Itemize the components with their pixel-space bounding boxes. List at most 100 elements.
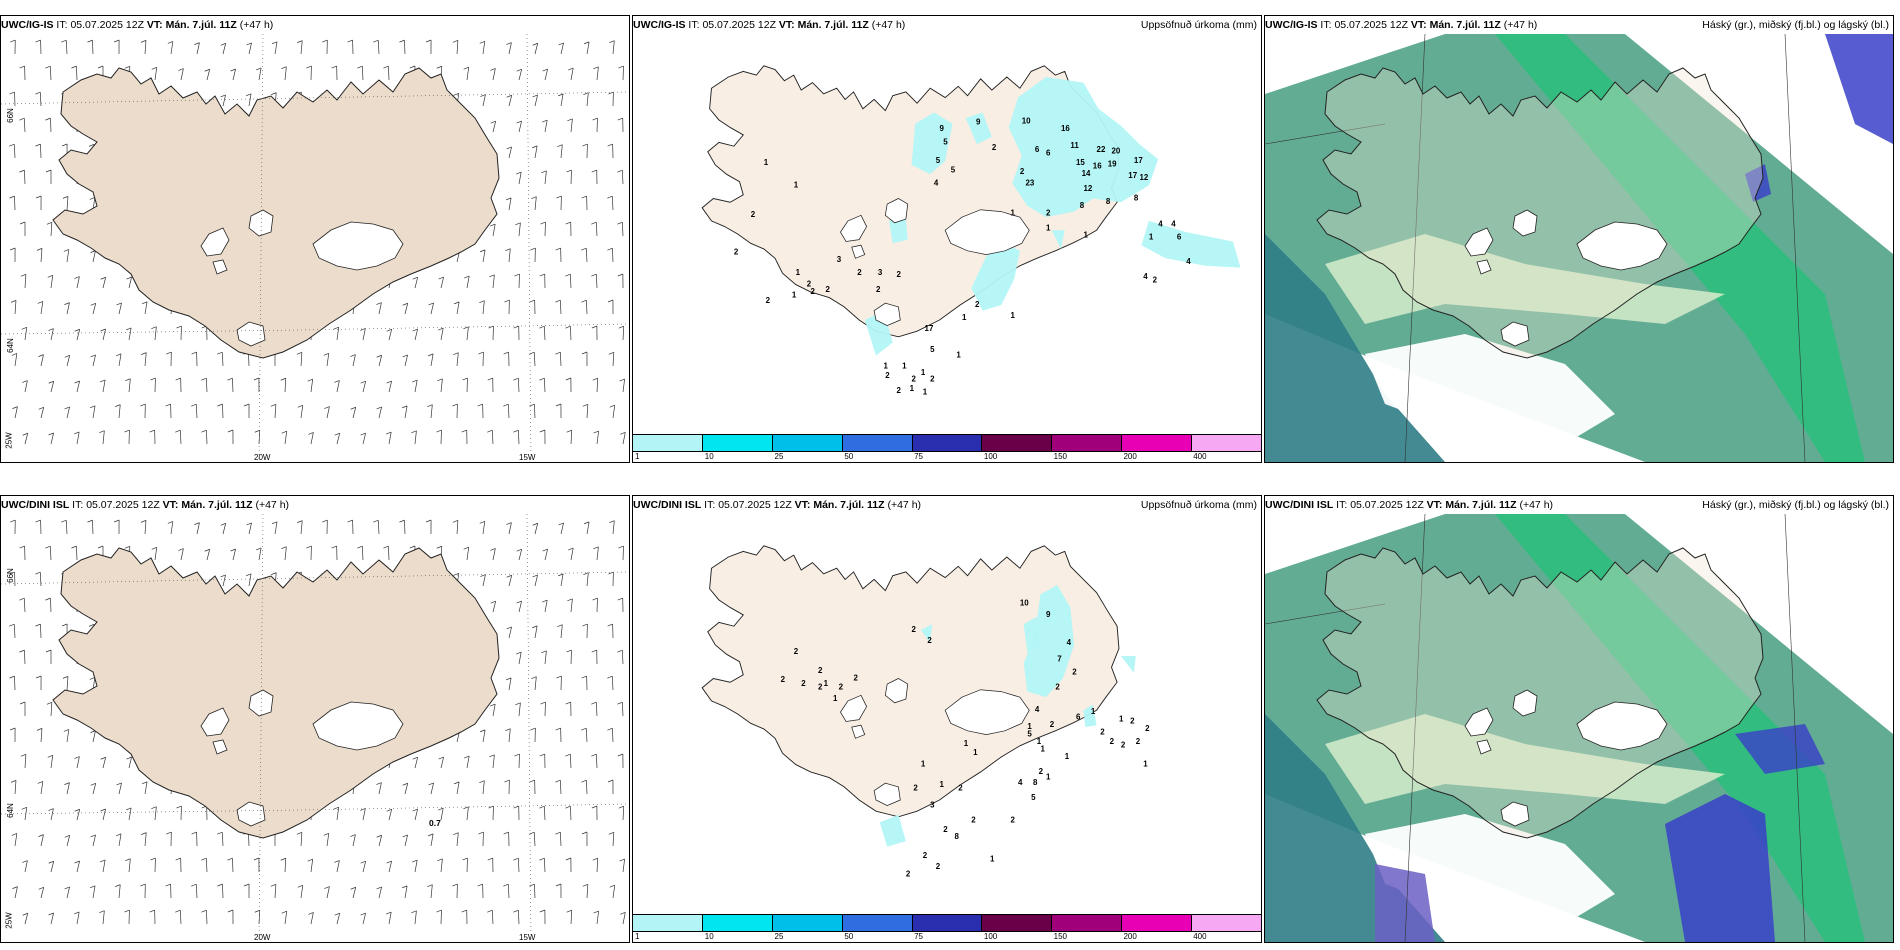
wind-barb-feather [246, 42, 252, 46]
wind-barb [154, 806, 157, 821]
wind-barb-feather [36, 248, 43, 251]
wind-barb [352, 887, 357, 899]
wind-barb-feather [360, 328, 366, 331]
precip-value: 2 [943, 825, 948, 834]
parallel-64n [1, 803, 629, 815]
wind-barb-feather [227, 909, 234, 913]
wind-barb [284, 66, 287, 81]
precip-value: 19 [1108, 160, 1117, 169]
glacier-3 [1500, 321, 1530, 347]
wind-barb [560, 352, 562, 367]
wind-barb-feather [140, 883, 146, 887]
wind-barb [482, 300, 485, 315]
wind-barb [66, 406, 70, 419]
wind-barb-feather [350, 406, 356, 410]
wind-barb-feather [45, 649, 52, 653]
wind-barb [622, 222, 624, 237]
wind-barb-feather [99, 910, 105, 914]
precip-value: 12 [1083, 184, 1092, 193]
wind-barb-feather [581, 299, 587, 303]
wind-barb [430, 782, 434, 795]
wind-barb-feather [100, 756, 106, 760]
precip-title: Uppsöfnuð úrkoma (mm) [1140, 19, 1257, 31]
wind-barb-feather [453, 572, 459, 576]
wind-barb [362, 381, 367, 393]
wind-barb-feather [74, 808, 80, 812]
legend-tick: 10 [704, 452, 714, 461]
wind-barb [596, 911, 599, 925]
grid-line [1265, 123, 1386, 145]
wind-barb [534, 94, 538, 107]
precip-value: 1 [792, 291, 797, 300]
wind-barb-feather [464, 755, 470, 759]
wind-barb-feather [334, 432, 340, 436]
wind-barb-feather [167, 521, 173, 524]
wind-barb-feather [592, 377, 598, 381]
wind-barb-feather [281, 66, 287, 70]
wind-barb-feather [453, 301, 460, 305]
wind-barb-feather [191, 831, 197, 835]
wind-barb [544, 548, 548, 561]
wind-barb-feather [48, 380, 54, 384]
wind-barb-feather [386, 431, 392, 435]
wind-barb-feather [270, 884, 277, 887]
wind-barb-feather [297, 404, 303, 408]
wind-barb [300, 520, 303, 535]
wind-barb [248, 42, 252, 55]
wind-barb-feather [516, 68, 522, 72]
wind-barb-feather [61, 143, 68, 147]
wind-barb-feather [411, 430, 417, 434]
precip-value: 2 [923, 851, 928, 860]
glacier-3 [1500, 801, 1530, 827]
wind-barb-feather [401, 885, 408, 889]
wind-barb-feather [331, 65, 337, 69]
legend-tick: 1 [635, 452, 640, 461]
wind-barb [456, 40, 459, 55]
glaciers [200, 209, 404, 347]
wind-barb-feather [556, 195, 562, 199]
precip-value: 2 [876, 285, 881, 294]
wind-barb-feather [48, 912, 54, 916]
wind-barb [336, 327, 340, 341]
precip-value: 1 [1083, 231, 1088, 240]
glacier-4 [1476, 259, 1492, 275]
wind-barb-feather [64, 406, 70, 410]
wind-barb [66, 729, 70, 743]
legend-swatch-4 [912, 435, 983, 451]
wind-barb-feather [412, 808, 418, 812]
wind-barb-feather [35, 571, 41, 575]
wind-barb-feather [150, 377, 156, 381]
wind-barb [92, 250, 96, 263]
wind-barb-feather [530, 727, 536, 731]
wind-barb-feather [565, 701, 571, 705]
precip-area-0 [1023, 585, 1075, 698]
wind-barb [466, 755, 470, 769]
wind-barb [258, 547, 262, 561]
wind-barb [404, 405, 408, 419]
precip-value: 1 [1027, 722, 1032, 731]
precip-value: 11 [1070, 141, 1079, 150]
wind-barb [570, 67, 574, 81]
wind-barb-feather [175, 909, 181, 913]
mid-cloud-streak [1495, 514, 1865, 942]
wind-barb [377, 40, 380, 55]
legend-swatch-0 [633, 915, 703, 931]
lon-label-20w: 20W [254, 933, 271, 942]
wind-barb [66, 196, 69, 211]
wind-barb [248, 522, 252, 535]
wind-barb [40, 144, 42, 159]
wind-barb [534, 625, 538, 639]
wind-barb [24, 913, 29, 925]
wind-barb-feather [555, 883, 562, 887]
wind-barb-feather [539, 377, 545, 381]
wind-barb [622, 806, 625, 821]
wind-barb [336, 860, 340, 873]
wind-barb-feather [386, 380, 392, 384]
wind-barb-feather [565, 857, 572, 861]
wind-barb-feather [386, 911, 392, 915]
wind-barb [586, 41, 590, 55]
wind-barb-feather [478, 351, 484, 355]
wind-barb [482, 780, 485, 795]
wind-barb-feather [609, 40, 615, 44]
wind-barb [622, 326, 625, 341]
